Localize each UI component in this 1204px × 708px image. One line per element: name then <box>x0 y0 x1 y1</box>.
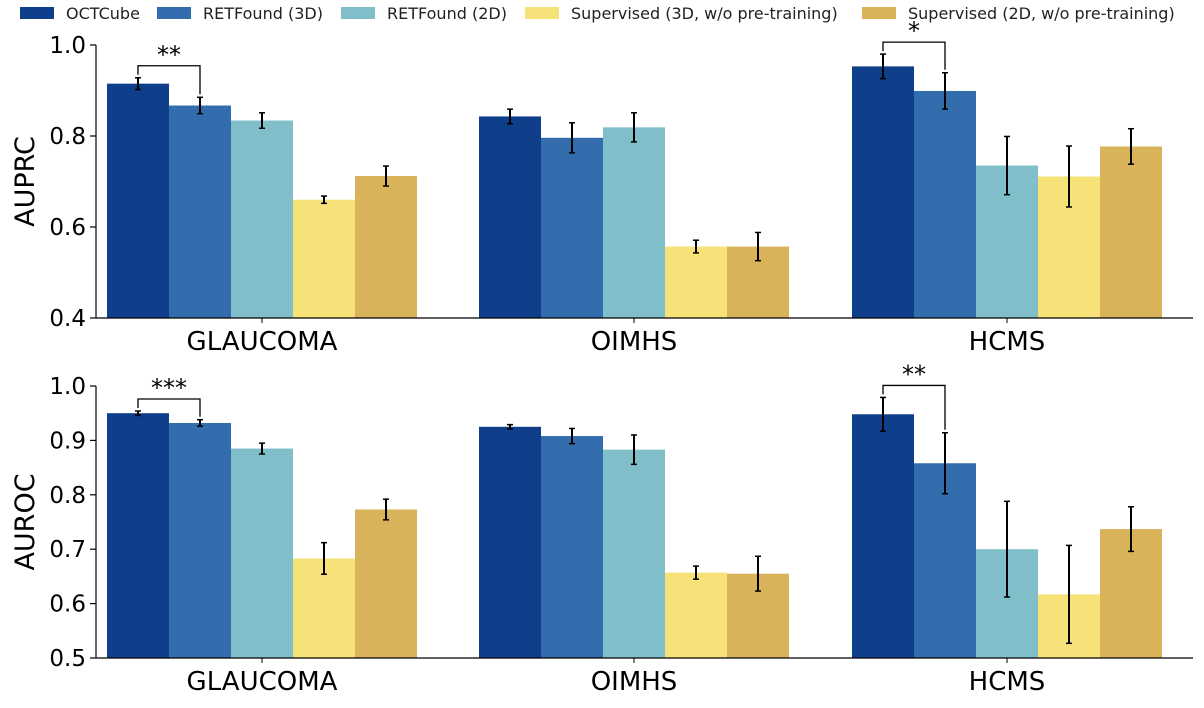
significance-bracket-glaucoma <box>137 65 201 95</box>
y-tick-label-auroc-1-0: 1.0 <box>49 374 86 400</box>
legend-swatch-retfound-3d <box>157 7 191 19</box>
bar-oimhs-retfound-3d <box>541 137 603 318</box>
bar-glaucoma-retfound-2d <box>231 120 293 318</box>
legend-label-retfound-3d: RETFound (3D) <box>203 3 323 23</box>
legend-item-retfound-3d: RETFound (3D) <box>157 3 323 23</box>
chart-panel-auroc: GLAUCOMA OIMHS HCMS 0.5 0.6 0.7 0.8 0.9 1.0 AUROC… <box>10 360 1193 697</box>
legend-item-retfound-2d: RETFound (2D) <box>341 3 507 23</box>
x-tick-label-glaucoma: GLAUCOMA <box>187 667 338 697</box>
y-tick-label-auprc-0-4: 0.4 <box>49 306 86 332</box>
bar-oimhs-supervised-3d-w-o-pre-training <box>665 246 727 318</box>
bar-hcms-supervised-2d-w-o-pre-training <box>1100 146 1162 318</box>
legend: OCTCube RETFound (3D) RETFound (2D) Supe… <box>0 0 1204 26</box>
y-tick-label-auroc-0-6: 0.6 <box>49 592 86 618</box>
bar-glaucoma-retfound-2d <box>231 448 293 658</box>
legend-swatch-supervised-2d <box>862 7 896 19</box>
x-tick-label-oimhs: OIMHS <box>591 667 678 697</box>
bar-glaucoma-supervised-2d-w-o-pre-training <box>355 509 417 658</box>
y-tick-label-auprc-1-0: 1.0 <box>49 33 86 59</box>
y-tick-label-auroc-0-9: 0.9 <box>49 428 86 454</box>
bar-glaucoma-supervised-3d-w-o-pre-training <box>293 199 355 318</box>
bar-glaucoma-retfound-3d <box>169 105 231 318</box>
x-tick-label-hcms: HCMS <box>969 667 1046 697</box>
x-tick-label-oimhs: OIMHS <box>591 327 678 357</box>
significance-label-hcms: ** <box>902 360 926 388</box>
y-axis-label-auroc: AUROC <box>10 473 41 570</box>
legend-label-supervised-2d: Supervised (2D, w/o pre-training) <box>908 3 1175 23</box>
significance-bracket-glaucoma <box>137 398 201 417</box>
bar-glaucoma-supervised-3d-w-o-pre-training <box>293 558 355 658</box>
legend-swatch-retfound-2d <box>341 7 375 19</box>
legend-item-supervised-3d: Supervised (3D, w/o pre-training) <box>525 3 838 23</box>
legend-label-retfound-2d: RETFound (2D) <box>387 3 507 23</box>
legend-swatch-supervised-3d <box>525 7 559 19</box>
bar-hcms-retfound-3d <box>914 90 976 318</box>
y-tick-label-auprc-0-6: 0.6 <box>49 215 86 241</box>
y-tick-label-auroc-0-8: 0.8 <box>49 483 86 509</box>
bar-hcms-octcube <box>852 66 914 318</box>
significance-label-glaucoma: ** <box>157 41 181 69</box>
bar-hcms-octcube <box>852 414 914 658</box>
bar-oimhs-retfound-2d <box>603 449 665 658</box>
bar-glaucoma-retfound-3d <box>169 422 231 658</box>
legend-item-supervised-2d: Supervised (2D, w/o pre-training) <box>862 3 1175 23</box>
legend-label-supervised-3d: Supervised (3D, w/o pre-training) <box>571 3 838 23</box>
bar-glaucoma-octcube <box>107 83 169 318</box>
significance-bracket-hcms <box>882 384 946 430</box>
bar-glaucoma-octcube <box>107 413 169 658</box>
significance-label-glaucoma: *** <box>151 374 187 402</box>
legend-item-octcube: OCTCube <box>20 3 140 23</box>
bar-hcms-retfound-3d <box>914 463 976 658</box>
significance-label-hcms: * <box>908 17 920 45</box>
bar-glaucoma-supervised-2d-w-o-pre-training <box>355 176 417 318</box>
significance-bracket-hcms <box>882 41 946 70</box>
bar-oimhs-octcube <box>479 116 541 318</box>
y-axis-label-auprc: AUPRC <box>10 136 41 227</box>
x-tick-label-glaucoma: GLAUCOMA <box>187 327 338 357</box>
legend-swatch-octcube <box>20 7 54 19</box>
y-tick-label-auroc-0-5: 0.5 <box>49 646 86 672</box>
x-tick-label-hcms: HCMS <box>969 327 1046 357</box>
bar-oimhs-octcube <box>479 426 541 658</box>
legend-label-octcube: OCTCube <box>66 3 140 23</box>
y-tick-label-auroc-0-7: 0.7 <box>49 537 86 563</box>
bar-oimhs-retfound-3d <box>541 436 603 658</box>
bar-oimhs-supervised-3d-w-o-pre-training <box>665 572 727 658</box>
bar-oimhs-retfound-2d <box>603 127 665 318</box>
y-tick-label-auprc-0-8: 0.8 <box>49 124 86 150</box>
